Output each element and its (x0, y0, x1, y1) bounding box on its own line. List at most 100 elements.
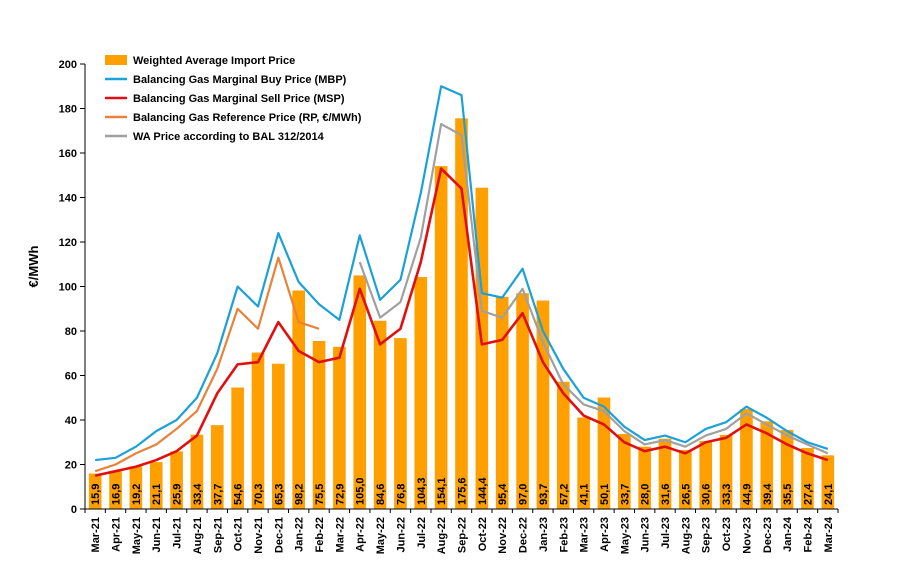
x-tick-label: May-23 (619, 517, 631, 554)
y-tick-label: 120 (59, 237, 77, 249)
bar-value-label: 33,3 (721, 484, 733, 505)
x-tick-label: Sep-21 (212, 517, 224, 553)
bar-value-label: 105,0 (355, 477, 367, 505)
bar-value-label: 21,1 (151, 484, 163, 505)
bar-value-label: 24,1 (823, 484, 835, 505)
bar-value-label: 144,4 (477, 477, 489, 505)
bar-Jul-21 (170, 451, 183, 509)
bar-Nov-21 (251, 352, 265, 509)
x-tick-label: Feb-22 (314, 517, 326, 552)
legend-label: Balancing Gas Marginal Sell Price (MSP) (133, 93, 345, 105)
bar-value-label: 19,2 (131, 484, 143, 505)
y-tick-label: 160 (59, 148, 77, 160)
bar-Apr-21 (109, 471, 122, 509)
x-tick-label: Apr-22 (355, 517, 367, 552)
bar-Mar-23 (577, 417, 590, 509)
bar-value-label: 70,3 (253, 484, 265, 505)
bar-value-label: 72,9 (334, 484, 346, 505)
bar-value-label: 28,0 (640, 484, 652, 505)
bar-value-label: 33,7 (619, 484, 631, 505)
x-tick-label: Jun-23 (640, 517, 652, 552)
axes-layer: 0 20 40 60 80 100 120 140 160 180 200 Mar-21 Apr-21 M… (59, 59, 839, 554)
legend: Weighted Average Import Price Balancing G… (105, 55, 362, 143)
y-axis-label: €/MWh (26, 246, 41, 288)
bar-value-label: 50,1 (599, 484, 611, 505)
legend-swatch (105, 55, 127, 65)
legend-label: WA Price according to BAL 312/2014 (133, 131, 325, 143)
x-tick-label: Apr-23 (599, 517, 611, 552)
bar-Nov-23 (740, 409, 753, 509)
bar-value-label: 41,1 (579, 484, 591, 505)
bar-value-label: 93,7 (538, 484, 550, 505)
y-tick-label: 180 (59, 104, 77, 116)
bar-value-label: 154,1 (436, 477, 448, 505)
bar-Feb-23 (556, 381, 570, 509)
bar-Mar-22 (333, 346, 346, 509)
bar-Jun-21 (149, 462, 163, 509)
bar-value-label: 15,9 (90, 484, 102, 505)
bar-Jun-22 (394, 338, 407, 509)
y-tick-label: 100 (59, 282, 77, 294)
bar-value-label: 37,7 (212, 484, 224, 505)
bar-May-23 (618, 434, 631, 509)
bar-Oct-23 (719, 434, 733, 509)
bar-value-label: 98,2 (294, 484, 306, 505)
x-tick-label: Mar-22 (334, 517, 346, 552)
bar-Jan-24 (780, 430, 794, 509)
bar-Sep-23 (699, 440, 713, 509)
series-line-0 (95, 85, 829, 462)
y-tick-label: 20 (65, 460, 77, 472)
bar-value-label: 95,4 (497, 483, 509, 505)
x-tick-label: Aug-21 (192, 517, 204, 554)
bar-value-label: 35,5 (782, 484, 794, 505)
x-tick-label: May-22 (375, 517, 387, 554)
x-tick-label: Nov-23 (741, 517, 753, 554)
x-tick-label: Jun-21 (151, 517, 163, 552)
x-tick-label: Jan-23 (538, 517, 550, 552)
y-tick-label: 40 (65, 415, 77, 427)
bar-Dec-22 (516, 293, 529, 509)
x-tick-label: Mar-21 (90, 517, 102, 552)
y-tick-label: 140 (59, 193, 77, 205)
x-tick-label: Dec-21 (273, 517, 285, 553)
bar-Jul-22 (414, 276, 428, 509)
y-tick-label: 200 (59, 59, 77, 71)
bar-value-label: 26,5 (680, 484, 692, 505)
x-tick-label: Feb-24 (802, 516, 814, 552)
bar-Aug-22 (434, 166, 448, 509)
bar-value-label: 65,3 (273, 484, 285, 505)
x-tick-label: Sep-22 (457, 517, 469, 553)
x-tick-label: Jun-22 (395, 517, 407, 552)
x-tick-label: Sep-23 (701, 517, 713, 553)
x-tick-label: Dec-22 (518, 517, 530, 553)
x-tick-label: Oct-23 (721, 517, 733, 551)
bar-labels-layer: 15,9 16,9 19,2 21,1 25,9 33,4 37,7 54,6 70,3 65,3… (90, 477, 835, 505)
bar-Oct-22 (475, 187, 489, 509)
x-tick-label: Jul-21 (172, 517, 184, 549)
bar-value-label: 25,9 (172, 484, 184, 505)
y-tick-label: 60 (65, 371, 77, 383)
bar-value-label: 16,9 (111, 484, 123, 505)
bar-Apr-22 (353, 275, 367, 510)
bar-Sep-21 (210, 425, 224, 509)
x-tick-label: Oct-21 (233, 517, 245, 551)
bar-Dec-23 (760, 421, 774, 509)
bar-value-label: 75,5 (314, 484, 326, 505)
x-tick-label: Aug-23 (680, 517, 692, 554)
bar-Dec-21 (272, 363, 285, 509)
bar-value-label: 84,6 (375, 484, 387, 505)
bar-Mar-21 (88, 473, 102, 509)
bar-value-label: 31,6 (660, 484, 672, 505)
x-tick-label: Oct-22 (477, 517, 489, 551)
bar-May-22 (373, 320, 387, 509)
bar-Aug-23 (679, 450, 692, 509)
x-tick-label: Apr-21 (111, 517, 123, 552)
bar-value-label: 33,4 (192, 483, 204, 505)
y-tick-label: 0 (71, 504, 77, 516)
series-line-2 (94, 256, 320, 473)
bar-value-label: 27,4 (802, 483, 814, 505)
x-tick-label: Jul-23 (660, 517, 672, 549)
x-tick-label: Jan-22 (294, 517, 306, 552)
x-tick-label: Nov-21 (253, 517, 265, 554)
x-tick-label: Mar-23 (579, 517, 591, 552)
